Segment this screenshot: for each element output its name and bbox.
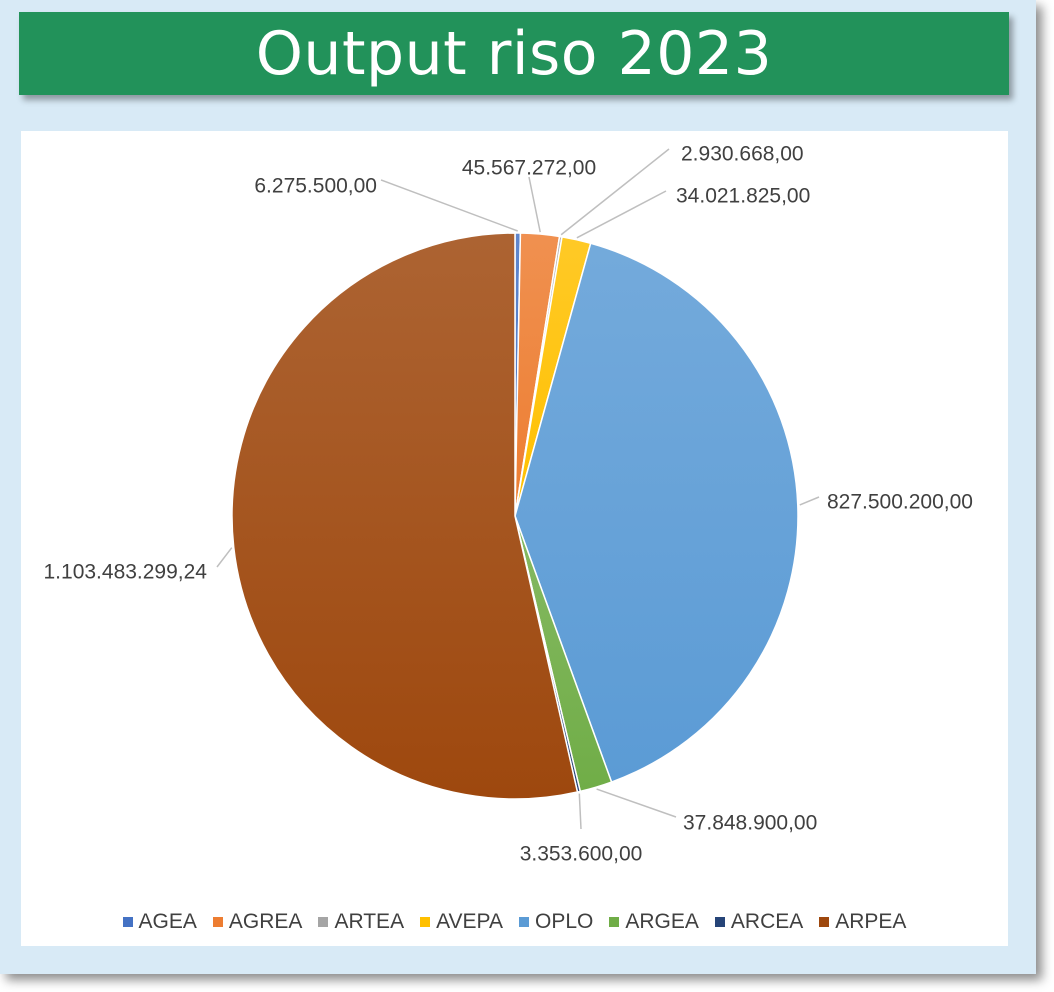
legend-label: ARGEA: [625, 910, 699, 933]
legend-label: AGEA: [138, 910, 197, 933]
leader-line-agea: [380, 179, 518, 232]
pie-slice-arpea: [231, 232, 579, 800]
data-label-avepa: 34.021.825,00: [676, 185, 810, 208]
leader-line-agrea: [528, 176, 541, 233]
legend-label: ARCEA: [730, 910, 804, 933]
data-label-artea: 2.930.668,00: [681, 143, 804, 166]
leader-line-avepa: [576, 190, 667, 239]
legend-swatch: [609, 917, 620, 927]
legend-item-agrea: AGREA: [212, 910, 303, 934]
leader-line-arpea: [216, 547, 233, 568]
leader-line-argea: [596, 788, 677, 818]
pie-slice-oplo: [514, 242, 799, 783]
legend-item-argea: ARGEA: [609, 910, 699, 934]
leader-line-oplo: [799, 496, 820, 506]
data-label-arcea: 3.353.600,00: [520, 843, 643, 866]
chart-frame: Output riso 2023 6.275.500,00 45.567.272,…: [0, 0, 1036, 974]
data-label-agea: 6.275.500,00: [254, 175, 377, 198]
legend-label: OPLO: [535, 910, 594, 933]
data-label-argea: 37.848.900,00: [683, 812, 817, 835]
pie-chart: 6.275.500,00 45.567.272,00 2.930.668,00 34.…: [44, 143, 973, 866]
legend-item-agea: AGEA: [122, 910, 197, 934]
chart-panel: 6.275.500,00 45.567.272,00 2.930.668,00 34.…: [21, 131, 1008, 946]
leader-line-arcea: [578, 793, 582, 830]
legend-swatch: [714, 917, 725, 927]
legend-swatch: [122, 917, 133, 927]
leader-line-artea: [560, 148, 670, 236]
legend-swatch: [420, 917, 431, 927]
data-label-agrea: 45.567.272,00: [462, 157, 596, 180]
chart-title: Output riso 2023: [255, 18, 773, 89]
data-label-arpea: 1.103.483.299,24: [44, 561, 208, 584]
legend-swatch: [819, 917, 830, 927]
title-banner: Output riso 2023: [19, 12, 1009, 95]
legend-item-arcea: ARCEA: [714, 910, 804, 934]
legend-label: ARPEA: [835, 910, 907, 933]
legend: AGEA AGREA ARTEA AVEPA OPLO ARGEA ARCEA ARPEA: [21, 907, 1008, 937]
legend-swatch: [318, 917, 329, 927]
legend-swatch: [212, 917, 223, 927]
legend-label: AGREA: [228, 910, 303, 933]
legend-label: ARTEA: [334, 910, 405, 933]
legend-swatch: [519, 917, 529, 927]
legend-item-oplo: OPLO: [519, 910, 593, 934]
legend-item-artea: ARTEA: [318, 910, 404, 934]
legend-item-arpea: ARPEA: [819, 910, 906, 934]
legend-label: AVEPA: [436, 910, 503, 933]
data-label-oplo: 827.500.200,00: [827, 491, 973, 514]
legend-item-avepa: AVEPA: [420, 910, 503, 934]
